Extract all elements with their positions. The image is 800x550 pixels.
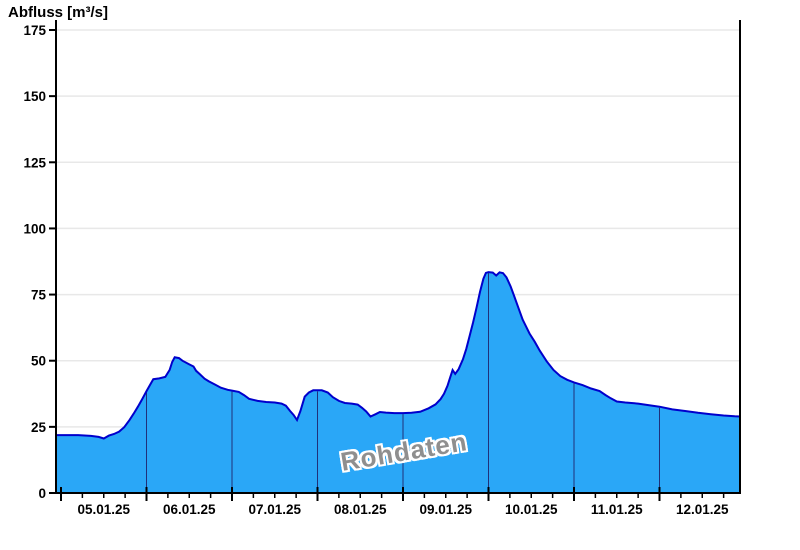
- x-tick-label: 11.01.25: [591, 502, 643, 517]
- x-tick-label: 07.01.25: [248, 502, 301, 517]
- x-tick-label: 09.01.25: [419, 502, 472, 517]
- y-tick-label: 0: [38, 486, 46, 501]
- x-tick-label: 12.01.25: [676, 502, 729, 517]
- y-tick-label: 150: [23, 89, 46, 104]
- y-tick-label: 25: [31, 420, 47, 435]
- x-tick-label: 08.01.25: [334, 502, 387, 517]
- x-tick-label: 05.01.25: [77, 502, 130, 517]
- area-series: [55, 272, 740, 493]
- y-tick-label: 100: [23, 221, 46, 236]
- y-tick-label: 175: [23, 23, 46, 38]
- y-tick-label: 50: [31, 354, 46, 369]
- x-tick-label: 10.01.25: [505, 502, 558, 517]
- x-tick-label: 06.01.25: [163, 502, 216, 517]
- y-tick-label: 75: [31, 288, 47, 303]
- y-axis-unit-label: Abfluss [m³/s]: [8, 4, 109, 21]
- series-outline: [55, 271, 740, 440]
- y-tick-label: 125: [23, 155, 46, 170]
